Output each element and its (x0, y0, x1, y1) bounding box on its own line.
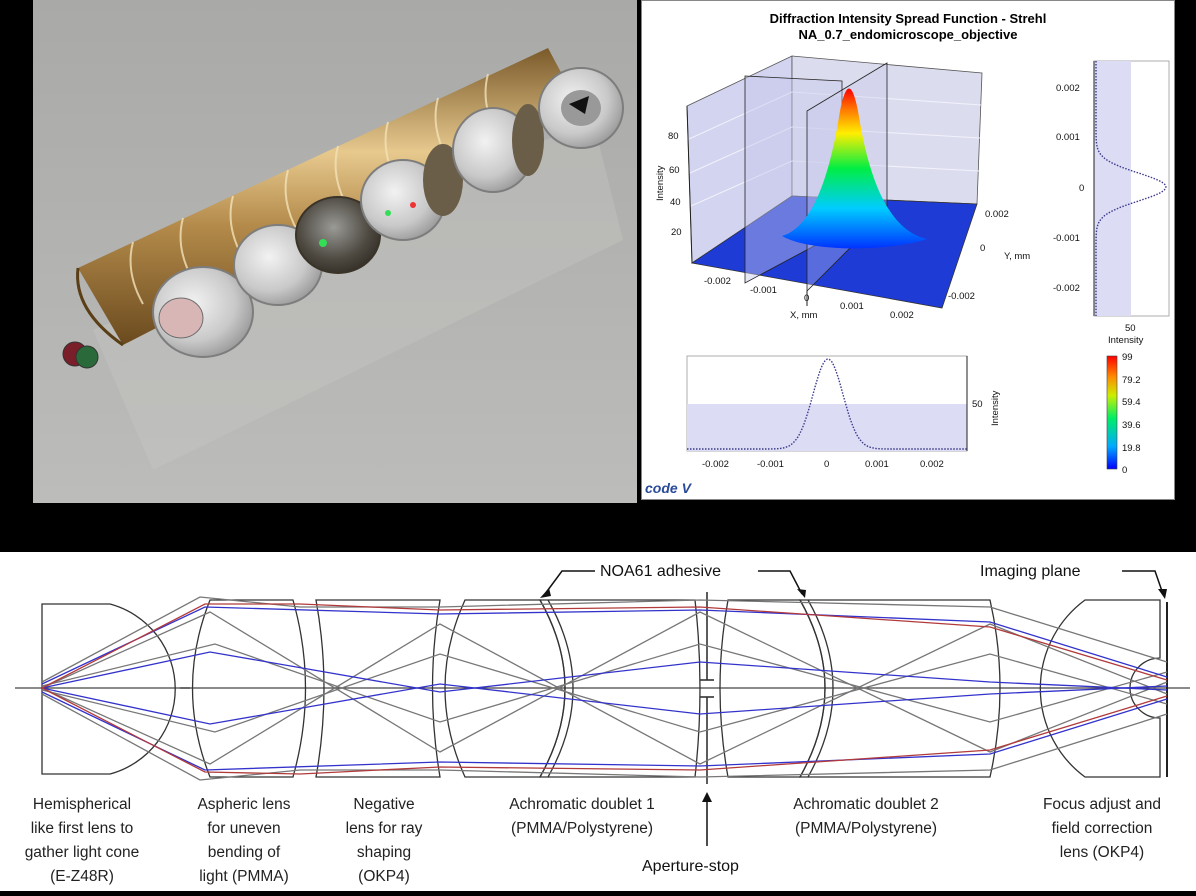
rp-tick-2: 0 (1079, 183, 1084, 194)
z-tick-40: 40 (670, 197, 681, 208)
lens-assembly-illustration (33, 0, 637, 503)
rp-tick-0: 0.002 (1056, 83, 1080, 94)
x-axis-label: X, mm (790, 310, 818, 321)
lens-element-6 (538, 67, 624, 149)
x-tick-3: 0.001 (840, 301, 864, 312)
bp-tick-2: 0 (824, 459, 829, 470)
z-tick-80: 80 (668, 131, 679, 142)
right-profile-curve (1095, 61, 1167, 316)
callout-imaging-plane: Imaging plane (980, 563, 1167, 599)
psf-title-line1: Diffraction Intensity Spread Function - … (769, 11, 1047, 26)
label-l2-line2: for uneven (207, 820, 280, 837)
rp-x-label: Intensity (1108, 335, 1144, 346)
y-axis-label: Y, mm (1004, 251, 1030, 262)
bp-y-label: Intensity (990, 390, 1001, 426)
z-axis: 80 60 40 20 Intensity (655, 105, 693, 264)
callout-aperture-stop: Aperture-stop (642, 792, 739, 875)
cb-tick-1: 79.2 (1122, 375, 1141, 386)
optical-layout-diagram: NOA61 adhesive Imaging plane Aperture-st… (15, 563, 1190, 885)
z-tick-20: 20 (671, 227, 682, 238)
x-tick-1: -0.001 (750, 285, 777, 296)
ray-bundle (41, 596, 1168, 781)
z-tick-60: 60 (669, 165, 680, 176)
colorbar: 99 79.2 59.4 39.6 19.8 0 (1106, 352, 1141, 476)
codev-logo: code V (645, 480, 693, 496)
label-d2-line2: (PMMA/Polystyrene) (795, 820, 937, 837)
lens-assembly-render (33, 0, 637, 503)
bp-tick-0: -0.002 (702, 459, 729, 470)
label-l2-line4: light (PMMA) (199, 868, 289, 885)
label-l2-line3: bending of (208, 844, 281, 861)
y-axis: 0.002 0 -0.002 Y, mm (948, 209, 1030, 302)
cb-tick-2: 59.4 (1122, 397, 1141, 408)
callout-adhesive: NOA61 adhesive (540, 563, 806, 598)
label-l2-line1: Aspheric lens (197, 796, 290, 813)
lens-element-4 (360, 144, 463, 241)
label-l3-line4: (OKP4) (358, 868, 410, 885)
bp-y-tick: 50 (972, 399, 983, 410)
lens-element-3 (295, 196, 381, 274)
lens-outlines (41, 599, 1161, 778)
z-axis-label: Intensity (655, 165, 666, 201)
lens-descriptions: Hemispherical like first lens to gather … (25, 796, 1161, 885)
x-axis: -0.002 -0.001 0 0.001 0.002 X, mm (704, 276, 914, 321)
y-tick-0: 0.002 (985, 209, 1009, 220)
psf-graphics: 80 60 40 20 Intensity -0.002 -0.001 0 0.… (645, 55, 1170, 496)
x-tick-4: 0.002 (890, 310, 914, 321)
label-l1-line2: like first lens to (31, 820, 134, 837)
psf-plot-panel: Diffraction Intensity Spread Function - … (641, 0, 1175, 500)
cb-tick-3: 39.6 (1122, 420, 1141, 431)
optical-layout-panel: NOA61 adhesive Imaging plane Aperture-st… (0, 552, 1196, 891)
callout-adhesive-text: NOA61 adhesive (600, 563, 721, 580)
label-l1-line1: Hemispherical (33, 796, 131, 813)
x-tick-2: 0 (804, 293, 809, 304)
label-d1-line2: (PMMA/Polystyrene) (511, 820, 653, 837)
lens-aspheric (191, 599, 307, 778)
label-l1-line4: (E-Z48R) (50, 868, 114, 885)
label-l6-line2: field correction (1052, 820, 1153, 837)
y-tick-1: 0 (980, 243, 985, 254)
surface-box (686, 55, 983, 309)
label-l3-line2: lens for ray (346, 820, 423, 837)
bp-tick-3: 0.001 (865, 459, 889, 470)
rp-tick-3: -0.001 (1053, 233, 1080, 244)
lens-element-5 (452, 104, 544, 193)
label-d1-line1: Achromatic doublet 1 (509, 796, 655, 813)
right-profile-plot: 0.002 0.001 0 -0.001 -0.002 50 Intensity (1053, 60, 1170, 346)
cb-tick-0: 99 (1122, 352, 1133, 363)
lens-hemispherical (41, 603, 176, 775)
rp-x-tick: 50 (1125, 323, 1136, 334)
label-l3-line1: Negative (353, 796, 414, 813)
x-tick-0: -0.002 (704, 276, 731, 287)
entrance-spheres (62, 341, 99, 369)
callout-imaging-plane-text: Imaging plane (980, 563, 1081, 580)
label-l3-line3: shaping (357, 844, 411, 861)
rp-tick-1: 0.001 (1056, 132, 1080, 143)
psf-peak-surface (782, 88, 927, 249)
cb-tick-4: 19.8 (1122, 443, 1141, 454)
label-l6-line1: Focus adjust and (1043, 796, 1161, 813)
y-tick-2: -0.002 (948, 291, 975, 302)
bottom-profile-plot: -0.002 -0.001 0 0.001 0.002 50 Intensity (686, 355, 1001, 470)
bp-tick-4: 0.002 (920, 459, 944, 470)
rp-tick-4: -0.002 (1053, 283, 1080, 294)
lens-focus-adjust (1039, 599, 1161, 778)
bottom-profile-curve (687, 358, 967, 450)
label-d2-line1: Achromatic doublet 2 (793, 796, 939, 813)
label-l6-line3: lens (OKP4) (1060, 844, 1144, 861)
callout-aperture-stop-text: Aperture-stop (642, 858, 739, 875)
cb-tick-5: 0 (1122, 465, 1127, 476)
bp-tick-1: -0.001 (757, 459, 784, 470)
psf-title-line2: NA_0.7_endomicroscope_objective (798, 27, 1018, 42)
label-l1-line3: gather light cone (25, 844, 140, 861)
lens-element-1 (152, 266, 254, 358)
lens-negative (315, 599, 441, 778)
